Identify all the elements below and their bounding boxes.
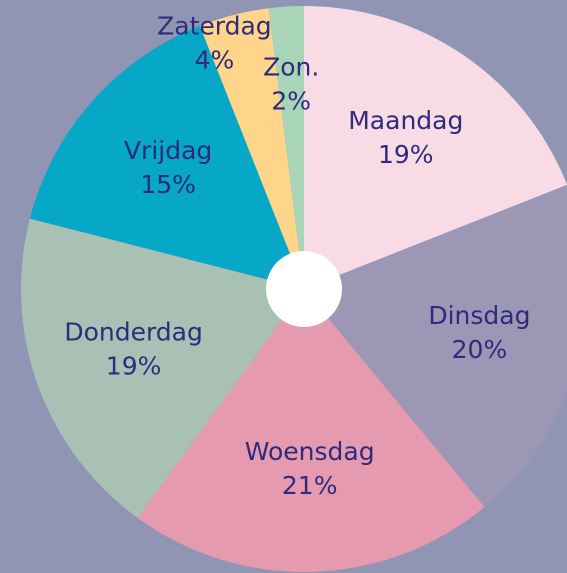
slice-value-label: 2% (271, 87, 311, 116)
slice-value-label: 4% (195, 46, 235, 75)
pie-slice (29, 25, 305, 289)
center-hole (266, 251, 342, 327)
slice-label: Donderdag (64, 317, 203, 346)
slice-value-label: 20% (452, 335, 508, 364)
pie-slice (304, 6, 567, 289)
slice-label: Woensdag (245, 437, 375, 466)
slice-label: Dinsdag (428, 301, 530, 330)
slice-value-label: 15% (140, 170, 196, 199)
slice-value-label: 19% (106, 351, 162, 380)
slice-label: Vrijdag (124, 136, 212, 165)
pie-slice (20, 218, 304, 518)
pie-slice (268, 6, 304, 289)
pie-slice (304, 184, 567, 508)
slice-label: Zaterdag (157, 12, 272, 41)
slice-value-label: 21% (282, 471, 338, 500)
pie-slice (199, 8, 304, 290)
slice-value-label: 19% (378, 140, 434, 169)
slice-label: Zon. (263, 53, 319, 82)
pie-slice (137, 289, 485, 572)
slice-label: Maandag (348, 106, 463, 135)
